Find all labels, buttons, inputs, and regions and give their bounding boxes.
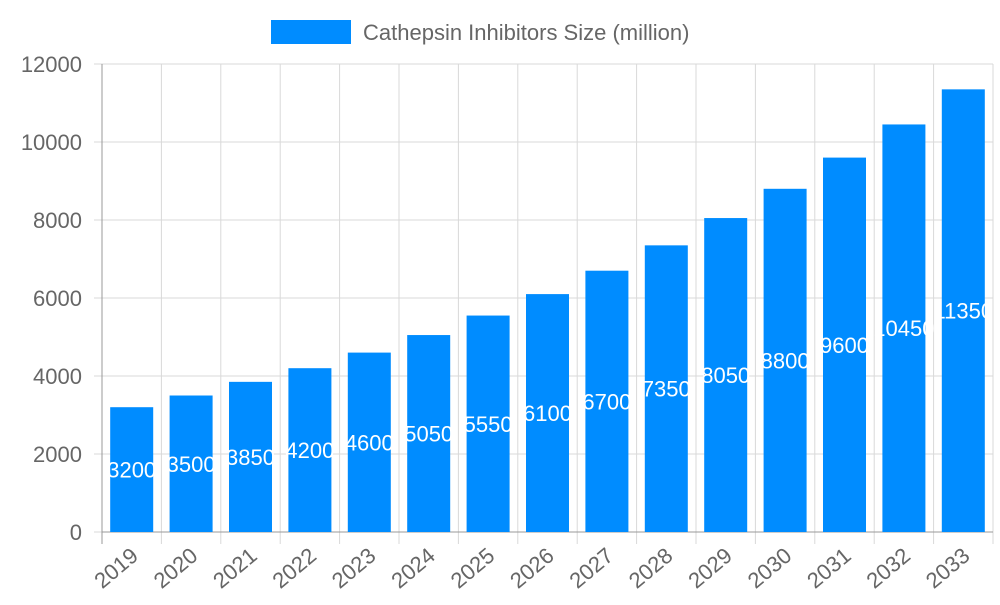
bar	[288, 368, 332, 532]
y-tick-label: 12000	[21, 52, 82, 77]
data-label: 3850	[226, 445, 275, 470]
x-tick-label: 2028	[624, 543, 678, 594]
data-label: 7350	[642, 377, 691, 402]
y-tick-label: 10000	[21, 130, 82, 155]
data-label: 4200	[285, 438, 334, 463]
legend-swatch	[271, 20, 351, 44]
data-label: 4600	[345, 430, 394, 455]
x-tick-label: 2027	[565, 543, 619, 594]
x-tick-label: 2031	[802, 543, 856, 594]
legend-label: Cathepsin Inhibitors Size (million)	[363, 20, 689, 45]
x-tick-label: 2019	[89, 543, 143, 594]
data-label: 9600	[820, 333, 869, 358]
x-tick-label: 2029	[683, 543, 737, 594]
y-tick-label: 4000	[33, 364, 82, 389]
x-tick-label: 2026	[505, 543, 559, 594]
x-tick-label: 2025	[446, 543, 500, 594]
data-label: 3200	[107, 458, 156, 483]
x-tick-label: 2030	[743, 543, 797, 594]
data-label: 8800	[761, 348, 810, 373]
x-tick-label: 2024	[386, 543, 440, 594]
data-label: 3500	[167, 452, 216, 477]
y-tick-label: 8000	[33, 208, 82, 233]
bar	[823, 157, 866, 532]
bar	[763, 188, 807, 533]
bar	[526, 294, 569, 532]
bar	[466, 315, 510, 532]
bar	[110, 407, 154, 532]
bar	[704, 218, 748, 533]
y-tick-label: 0	[70, 520, 82, 545]
data-label: 10450	[873, 316, 934, 341]
x-tick-label: 2022	[268, 543, 322, 594]
bar	[169, 395, 213, 532]
bar	[347, 352, 391, 532]
bar	[644, 245, 688, 532]
bar	[585, 270, 629, 532]
y-tick-label: 2000	[33, 442, 82, 467]
bar	[407, 335, 451, 532]
data-label: 6100	[523, 401, 572, 426]
x-tick-label: 2033	[921, 543, 975, 594]
x-tick-label: 2020	[149, 543, 203, 594]
data-label: 6700	[582, 389, 631, 414]
data-label: 8050	[701, 363, 750, 388]
data-label: 5050	[404, 422, 453, 447]
bar	[229, 381, 272, 532]
y-tick-label: 6000	[33, 286, 82, 311]
x-tick-label: 2032	[862, 543, 916, 594]
data-label: 5550	[464, 412, 513, 437]
bar	[882, 124, 926, 532]
data-label: 11350	[934, 299, 994, 324]
x-tick-label: 2021	[208, 543, 262, 594]
x-tick-label: 2023	[327, 543, 381, 594]
bar	[941, 89, 985, 532]
